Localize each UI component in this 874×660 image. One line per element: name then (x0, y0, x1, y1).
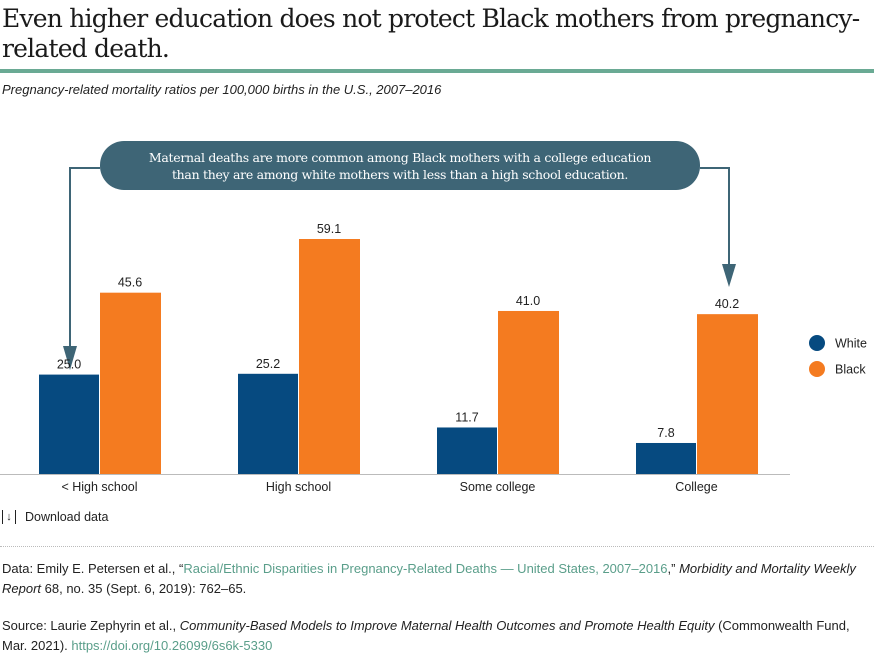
download-icon: ↓ (2, 510, 16, 524)
data-label: 7.8 (657, 426, 674, 440)
data-label: 40.2 (715, 297, 739, 311)
bar-white (437, 427, 497, 474)
download-data-button[interactable]: ↓ Download data (2, 510, 108, 524)
x-tick-label: High school (266, 480, 331, 494)
bar-white (238, 373, 298, 474)
source-note: Source: Laurie Zephyrin et al., Communit… (2, 618, 850, 653)
legend-label: White (835, 337, 867, 351)
data-label: 11.7 (455, 410, 478, 424)
callout-box (100, 141, 700, 190)
legend-label: Black (835, 363, 866, 377)
legend-marker-black (809, 361, 825, 377)
data-label: 59.1 (317, 222, 341, 236)
title-rule (0, 69, 874, 73)
x-tick-label: < High school (61, 480, 137, 494)
data-label: 41.0 (516, 294, 540, 308)
x-tick-label: Some college (460, 480, 536, 494)
data-label: 25.2 (256, 357, 280, 371)
bar-black (697, 314, 758, 474)
chart-title: Even higher education does not protect B… (2, 4, 860, 63)
divider (0, 546, 874, 547)
arrow-left-head (63, 346, 77, 370)
doi-link[interactable]: https://doi.org/10.26099/6s6k-5330 (71, 638, 273, 653)
data-label: 25.0 (57, 358, 81, 372)
callout-line-2: than they are among white mothers with l… (172, 167, 628, 182)
callout-arrows (63, 167, 736, 370)
arrow-right-line (700, 167, 730, 266)
bar-black (100, 292, 161, 474)
x-tick-label: College (675, 480, 717, 494)
arrow-right-head (722, 264, 736, 287)
bar-white (39, 374, 99, 474)
data-note: Data: Emily E. Petersen et al., “Racial/… (2, 561, 856, 596)
bar-black (299, 239, 360, 474)
bar-white (636, 442, 696, 474)
bar-chart: Maternal deaths are more common among Bl… (0, 141, 867, 494)
download-label: Download data (25, 510, 109, 524)
arrow-left-line (69, 167, 100, 350)
data-source-link[interactable]: Racial/Ethnic Disparities in Pregnancy-R… (183, 561, 668, 576)
data-label: 45.6 (118, 276, 142, 290)
callout-line-1: Maternal deaths are more common among Bl… (149, 150, 651, 165)
chart-subtitle: Pregnancy-related mortality ratios per 1… (2, 82, 442, 97)
bar-black (498, 310, 559, 474)
legend-marker-white (809, 335, 825, 351)
